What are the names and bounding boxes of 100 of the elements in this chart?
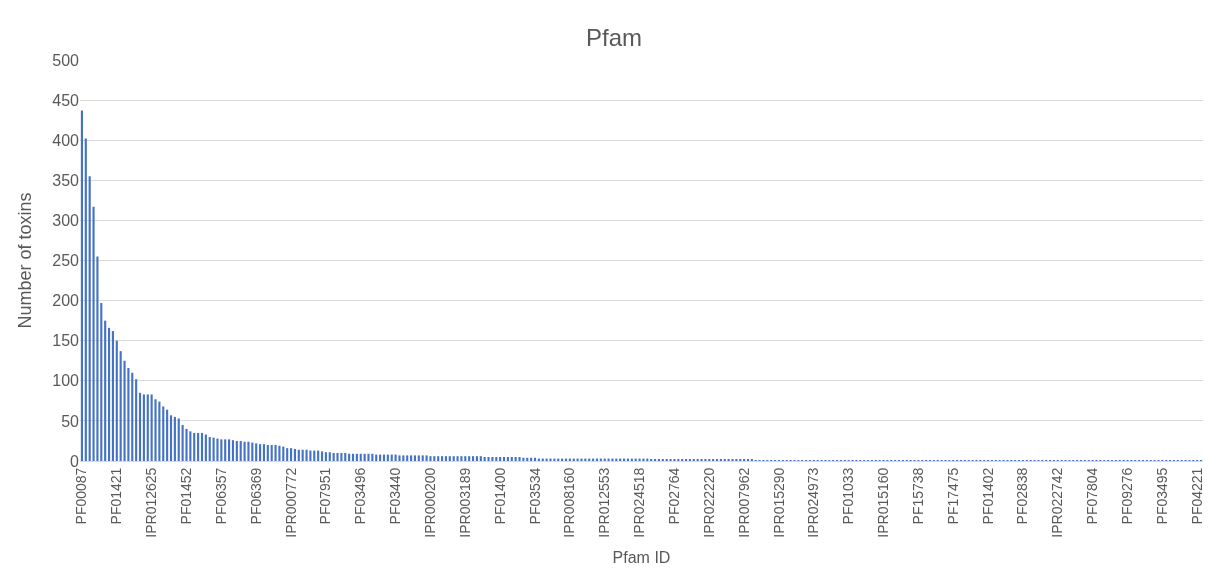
bar: [259, 444, 262, 461]
x-tick-label: PF01402: [979, 467, 996, 525]
y-tick-label: 50: [61, 412, 80, 430]
bar: [185, 428, 188, 461]
x-tick-label: PF17475: [944, 467, 961, 525]
bar: [146, 394, 149, 461]
bar: [131, 372, 134, 461]
bar: [471, 456, 475, 461]
bar: [448, 456, 451, 461]
bar: [286, 448, 289, 461]
x-tick-label: PF06357: [212, 467, 229, 525]
bar: [421, 455, 424, 461]
bar: [402, 455, 405, 461]
bar: [580, 458, 583, 461]
bar: [487, 456, 490, 461]
bar: [355, 453, 358, 461]
x-tick-label: PF01033: [840, 467, 857, 525]
bar: [166, 409, 169, 461]
x-tick-label: PF02838: [1014, 467, 1031, 525]
x-tick-label: PF03496: [352, 467, 369, 525]
bar: [138, 392, 142, 461]
y-tick-label: 300: [52, 212, 80, 229]
bar: [456, 456, 459, 461]
bar: [162, 406, 165, 461]
bar: [107, 327, 111, 461]
bar: [243, 441, 246, 461]
bar: [324, 452, 327, 461]
bar: [344, 452, 347, 461]
x-tick-label: IPR015160: [875, 467, 892, 538]
bar: [100, 303, 103, 461]
bar: [301, 449, 304, 461]
x-tick-label: PF01452: [178, 467, 195, 525]
x-axis-title: Pfam ID: [612, 549, 671, 567]
bar: [197, 432, 200, 461]
bar: [475, 456, 478, 461]
bar: [228, 439, 231, 461]
bar: [363, 453, 366, 461]
x-tick-label: IPR000772: [282, 467, 299, 538]
x-tick-label: PF03440: [387, 467, 404, 525]
x-tick-label: PF09276: [1119, 467, 1136, 525]
bar: [266, 444, 269, 461]
bar: [433, 456, 436, 461]
bar: [611, 458, 614, 461]
x-tick-label: IPR024973: [805, 467, 822, 538]
bar: [309, 450, 312, 461]
bar: [150, 394, 153, 461]
y-tick-label: 250: [52, 252, 80, 270]
bar: [247, 441, 250, 461]
bar: [255, 443, 258, 461]
y-tick-label: 100: [52, 372, 80, 390]
x-tick-label: PF06369: [247, 467, 264, 525]
bar: [351, 453, 355, 461]
bar: [518, 456, 521, 461]
bar: [169, 415, 173, 461]
bar: [437, 456, 440, 461]
bar: [413, 455, 417, 461]
bar: [135, 379, 138, 461]
bar: [115, 340, 118, 461]
bar: [332, 452, 335, 461]
x-tick-label: IPR024518: [631, 467, 648, 538]
bar: [119, 351, 122, 461]
bar: [348, 453, 351, 461]
bar: [359, 453, 362, 461]
bar: [441, 456, 444, 461]
bar: [297, 449, 300, 461]
bar: [173, 416, 176, 461]
bar: [460, 456, 463, 461]
bar: [181, 424, 184, 461]
bar: [84, 138, 87, 461]
x-tick-label: PF01421: [108, 467, 125, 525]
bar: [336, 452, 339, 461]
x-tick-label: PF07951: [317, 467, 334, 525]
bar: [88, 176, 91, 461]
bar: [104, 320, 107, 461]
x-tick-label: PF03534: [526, 467, 543, 525]
x-tick-label: PF04221: [1188, 467, 1205, 525]
bar: [193, 432, 196, 461]
bar: [313, 450, 316, 461]
bar: [278, 445, 281, 461]
y-tick-label: 350: [52, 171, 80, 189]
bar: [212, 437, 215, 461]
bar: [158, 401, 161, 461]
x-tick-label: IPR000200: [422, 467, 438, 538]
y-tick-label: 150: [52, 332, 80, 350]
bar: [142, 394, 145, 461]
y-tick-label: 200: [52, 292, 80, 310]
bar: [80, 110, 83, 461]
bar: [549, 458, 552, 461]
bar: [220, 439, 223, 461]
bar: [479, 456, 482, 461]
x-tick-label: PF07804: [1084, 467, 1101, 525]
bar: [340, 452, 343, 461]
x-tick-label: IPR012625: [143, 467, 160, 538]
x-tick-label: IPR022220: [700, 467, 717, 538]
x-tick-label: PF00087: [73, 467, 90, 525]
bar: [216, 438, 219, 461]
bar: [417, 455, 420, 461]
bar: [406, 455, 409, 461]
bar: [468, 456, 471, 461]
bar: [328, 452, 331, 461]
